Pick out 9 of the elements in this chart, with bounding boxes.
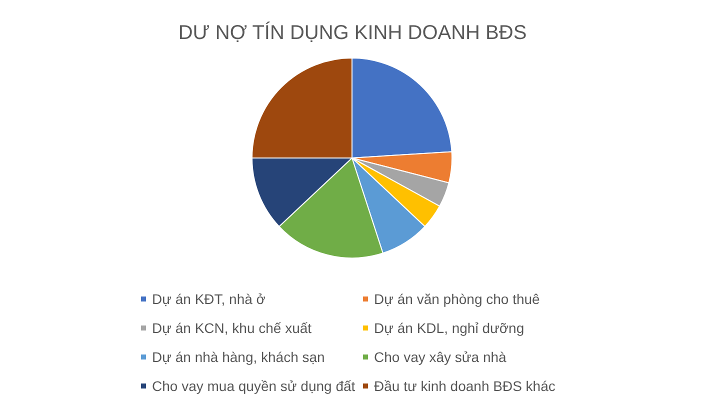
chart-title: DƯ NỢ TÍN DỤNG KINH DOANH BĐS bbox=[178, 21, 527, 44]
legend-label: Cho vay xây sửa nhà bbox=[374, 349, 507, 365]
legend-label: Cho vay mua quyền sử dụng đất bbox=[152, 378, 356, 394]
legend-label: Dự án KCN, khu chế xuất bbox=[152, 320, 312, 336]
legend-label: Dự án KĐT, nhà ở bbox=[152, 291, 266, 307]
legend-label: Đầu tư kinh doanh BĐS khác bbox=[374, 378, 556, 394]
legend-label: Dự án nhà hàng, khách sạn bbox=[152, 349, 325, 365]
legend-label: Dự án KDL, nghỉ dưỡng bbox=[374, 320, 524, 336]
legend-label: Dự án văn phòng cho thuê bbox=[374, 291, 540, 307]
